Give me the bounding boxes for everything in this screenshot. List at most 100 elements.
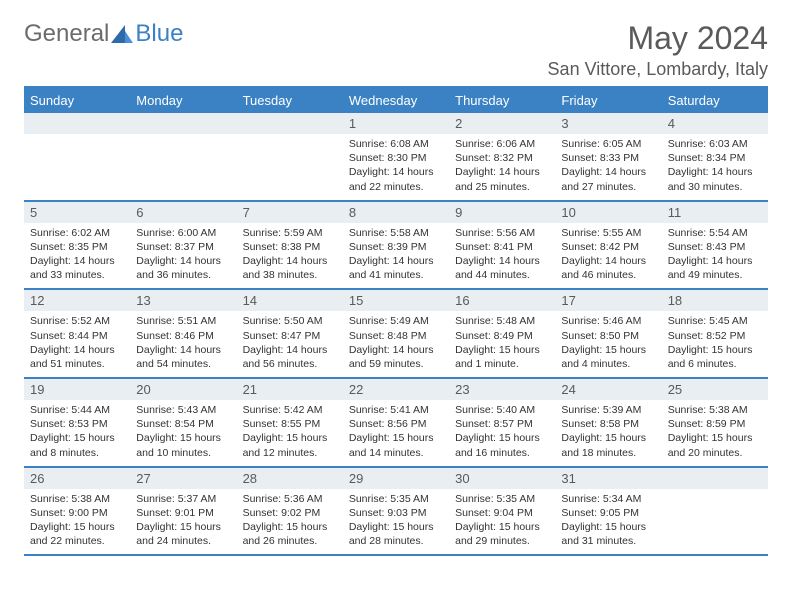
day-cell: 24Sunrise: 5:39 AMSunset: 8:58 PMDayligh… — [555, 378, 661, 467]
day-body: Sunrise: 5:55 AMSunset: 8:42 PMDaylight:… — [555, 223, 661, 289]
day-number: 30 — [449, 468, 555, 489]
day-cell: 8Sunrise: 5:58 AMSunset: 8:39 PMDaylight… — [343, 201, 449, 290]
day-line: Sunrise: 5:56 AM — [455, 226, 549, 240]
day-line: Sunset: 9:05 PM — [561, 506, 655, 520]
day-body: Sunrise: 5:43 AMSunset: 8:54 PMDaylight:… — [130, 400, 236, 466]
day-number: 1 — [343, 113, 449, 134]
weekday-header: Sunday — [24, 87, 130, 113]
day-cell: 12Sunrise: 5:52 AMSunset: 8:44 PMDayligh… — [24, 289, 130, 378]
logo-triangle-icon — [111, 25, 133, 43]
week-row: 26Sunrise: 5:38 AMSunset: 9:00 PMDayligh… — [24, 467, 768, 556]
day-line: and 1 minute. — [455, 357, 549, 371]
day-line: and 12 minutes. — [243, 446, 337, 460]
day-line: Sunrise: 6:08 AM — [349, 137, 443, 151]
day-number: 19 — [24, 379, 130, 400]
day-line: Daylight: 15 hours — [30, 520, 124, 534]
day-body: Sunrise: 5:42 AMSunset: 8:55 PMDaylight:… — [237, 400, 343, 466]
day-line: Sunset: 9:01 PM — [136, 506, 230, 520]
day-number: 27 — [130, 468, 236, 489]
day-cell: 9Sunrise: 5:56 AMSunset: 8:41 PMDaylight… — [449, 201, 555, 290]
day-line: Sunrise: 5:35 AM — [455, 492, 549, 506]
day-line: Sunrise: 6:00 AM — [136, 226, 230, 240]
day-line: Daylight: 14 hours — [455, 165, 549, 179]
day-number: 13 — [130, 290, 236, 311]
day-cell: 16Sunrise: 5:48 AMSunset: 8:49 PMDayligh… — [449, 289, 555, 378]
weekday-header: Monday — [130, 87, 236, 113]
day-body: Sunrise: 6:00 AMSunset: 8:37 PMDaylight:… — [130, 223, 236, 289]
day-line: and 27 minutes. — [561, 180, 655, 194]
day-line: and 51 minutes. — [30, 357, 124, 371]
weekday-header: Saturday — [662, 87, 768, 113]
day-line: and 22 minutes. — [349, 180, 443, 194]
day-line: and 59 minutes. — [349, 357, 443, 371]
day-cell: 10Sunrise: 5:55 AMSunset: 8:42 PMDayligh… — [555, 201, 661, 290]
day-number: 15 — [343, 290, 449, 311]
day-line: Daylight: 14 hours — [243, 343, 337, 357]
logo-text-blue: Blue — [135, 20, 183, 48]
day-body-empty — [130, 134, 236, 190]
day-line: Daylight: 15 hours — [561, 520, 655, 534]
day-body: Sunrise: 5:38 AMSunset: 9:00 PMDaylight:… — [24, 489, 130, 555]
day-line: and 49 minutes. — [668, 268, 762, 282]
day-line: Sunrise: 5:42 AM — [243, 403, 337, 417]
day-line: Sunset: 8:41 PM — [455, 240, 549, 254]
day-line: Sunrise: 5:55 AM — [561, 226, 655, 240]
day-line: Sunset: 8:57 PM — [455, 417, 549, 431]
day-number: 3 — [555, 113, 661, 134]
day-number: 18 — [662, 290, 768, 311]
day-line: Sunset: 8:39 PM — [349, 240, 443, 254]
day-number: 11 — [662, 202, 768, 223]
weekday-header: Thursday — [449, 87, 555, 113]
day-cell: 23Sunrise: 5:40 AMSunset: 8:57 PMDayligh… — [449, 378, 555, 467]
day-number: 5 — [24, 202, 130, 223]
day-line: Sunrise: 5:46 AM — [561, 314, 655, 328]
day-number: 25 — [662, 379, 768, 400]
day-line: Sunset: 8:53 PM — [30, 417, 124, 431]
day-line: Daylight: 15 hours — [668, 343, 762, 357]
day-line: Sunset: 8:56 PM — [349, 417, 443, 431]
day-body: Sunrise: 5:45 AMSunset: 8:52 PMDaylight:… — [662, 311, 768, 377]
day-line: and 10 minutes. — [136, 446, 230, 460]
day-number: 14 — [237, 290, 343, 311]
day-line: Daylight: 14 hours — [561, 165, 655, 179]
day-number: 10 — [555, 202, 661, 223]
day-line: and 20 minutes. — [668, 446, 762, 460]
day-cell: 13Sunrise: 5:51 AMSunset: 8:46 PMDayligh… — [130, 289, 236, 378]
day-line: Sunrise: 5:43 AM — [136, 403, 230, 417]
day-line: Sunset: 8:47 PM — [243, 329, 337, 343]
day-line: and 29 minutes. — [455, 534, 549, 548]
day-body: Sunrise: 6:06 AMSunset: 8:32 PMDaylight:… — [449, 134, 555, 200]
day-cell: 29Sunrise: 5:35 AMSunset: 9:03 PMDayligh… — [343, 467, 449, 556]
day-line: and 14 minutes. — [349, 446, 443, 460]
day-line: Sunrise: 5:38 AM — [30, 492, 124, 506]
day-body: Sunrise: 5:58 AMSunset: 8:39 PMDaylight:… — [343, 223, 449, 289]
day-line: Daylight: 15 hours — [349, 431, 443, 445]
logo: General Blue — [24, 20, 183, 48]
day-line: Daylight: 15 hours — [243, 431, 337, 445]
day-cell: 11Sunrise: 5:54 AMSunset: 8:43 PMDayligh… — [662, 201, 768, 290]
day-body: Sunrise: 5:50 AMSunset: 8:47 PMDaylight:… — [237, 311, 343, 377]
title-block: May 2024 San Vittore, Lombardy, Italy — [548, 20, 768, 80]
day-line: Daylight: 14 hours — [136, 343, 230, 357]
day-number-empty — [130, 113, 236, 134]
day-body-empty — [237, 134, 343, 190]
day-number: 20 — [130, 379, 236, 400]
day-line: Sunset: 8:44 PM — [30, 329, 124, 343]
day-body: Sunrise: 6:02 AMSunset: 8:35 PMDaylight:… — [24, 223, 130, 289]
day-line: Sunrise: 5:51 AM — [136, 314, 230, 328]
day-cell: 27Sunrise: 5:37 AMSunset: 9:01 PMDayligh… — [130, 467, 236, 556]
day-number: 28 — [237, 468, 343, 489]
day-line: and 4 minutes. — [561, 357, 655, 371]
day-line: Sunrise: 6:05 AM — [561, 137, 655, 151]
day-line: Sunset: 9:04 PM — [455, 506, 549, 520]
day-cell — [24, 113, 130, 201]
day-line: Daylight: 15 hours — [455, 343, 549, 357]
day-line: Sunset: 9:03 PM — [349, 506, 443, 520]
day-body: Sunrise: 5:48 AMSunset: 8:49 PMDaylight:… — [449, 311, 555, 377]
day-cell: 21Sunrise: 5:42 AMSunset: 8:55 PMDayligh… — [237, 378, 343, 467]
day-line: Daylight: 14 hours — [561, 254, 655, 268]
day-cell: 15Sunrise: 5:49 AMSunset: 8:48 PMDayligh… — [343, 289, 449, 378]
day-line: Sunrise: 6:03 AM — [668, 137, 762, 151]
day-cell: 7Sunrise: 5:59 AMSunset: 8:38 PMDaylight… — [237, 201, 343, 290]
day-line: and 16 minutes. — [455, 446, 549, 460]
